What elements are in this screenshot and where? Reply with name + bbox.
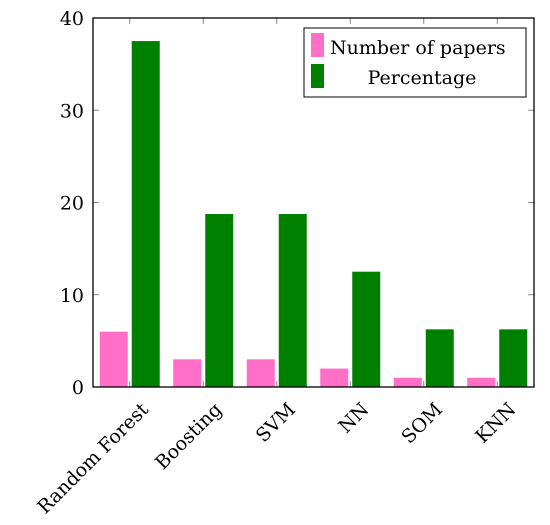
bars bbox=[99, 41, 528, 387]
legend-label-percentage: Percentage bbox=[368, 67, 477, 89]
x-tick-label-nn: NN bbox=[334, 399, 373, 438]
y-tick-label: 30 bbox=[60, 100, 84, 122]
legend-label-number-of-papers: Number of papers bbox=[330, 37, 506, 59]
bar-number-of-papers-knn bbox=[467, 377, 496, 387]
legend: Number of papers Percentage bbox=[303, 27, 527, 98]
bar-percentage-boosting bbox=[205, 214, 234, 387]
y-tick-labels: 0 10 20 30 40 bbox=[60, 8, 84, 399]
x-tick-label-som: SOM bbox=[397, 399, 447, 449]
bar-percentage-nn bbox=[352, 271, 381, 387]
x-tick-label-random-forest: Random Forest bbox=[33, 398, 153, 518]
bar-percentage-random-forest bbox=[131, 41, 160, 387]
y-tick-label: 10 bbox=[60, 285, 84, 307]
x-tick-label-svm: SVM bbox=[252, 399, 300, 447]
y-tick-label: 40 bbox=[60, 8, 84, 30]
legend-box bbox=[303, 27, 527, 98]
x-tick-label-knn: KNN bbox=[471, 399, 520, 448]
plot-frame bbox=[92, 17, 535, 388]
bar-number-of-papers-som bbox=[393, 377, 422, 387]
bar-percentage-knn bbox=[499, 329, 528, 387]
y-tick-label: 0 bbox=[72, 377, 84, 399]
x-tick-label-boosting: Boosting bbox=[151, 399, 226, 474]
axis-ticks bbox=[93, 17, 534, 388]
bar-number-of-papers-nn bbox=[320, 368, 349, 387]
bar-number-of-papers-boosting bbox=[173, 359, 202, 387]
legend-swatch-percentage bbox=[311, 64, 324, 88]
legend-swatch-number-of-papers bbox=[311, 33, 324, 57]
y-tick-label: 20 bbox=[60, 193, 84, 215]
bar-percentage-som bbox=[425, 329, 454, 387]
bar-percentage-svm bbox=[278, 214, 307, 387]
bar-number-of-papers-random-forest bbox=[99, 331, 128, 387]
bar-number-of-papers-svm bbox=[246, 359, 275, 387]
